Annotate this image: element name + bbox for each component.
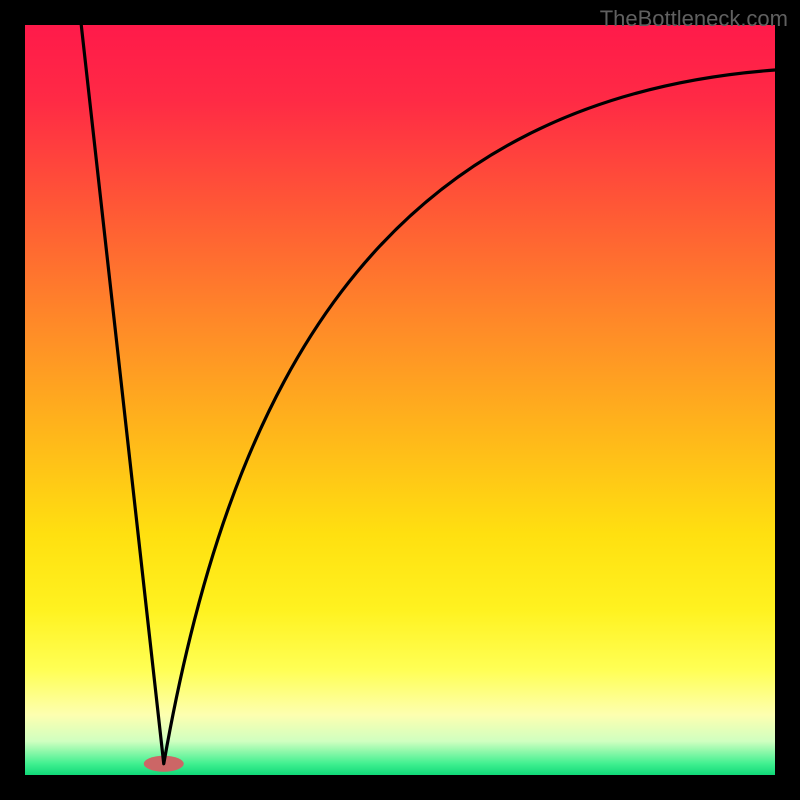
plot-gradient-background (25, 25, 775, 775)
bottleneck-chart: TheBottleneck.com (0, 0, 800, 800)
watermark-text: TheBottleneck.com (600, 6, 788, 32)
chart-svg (0, 0, 800, 800)
